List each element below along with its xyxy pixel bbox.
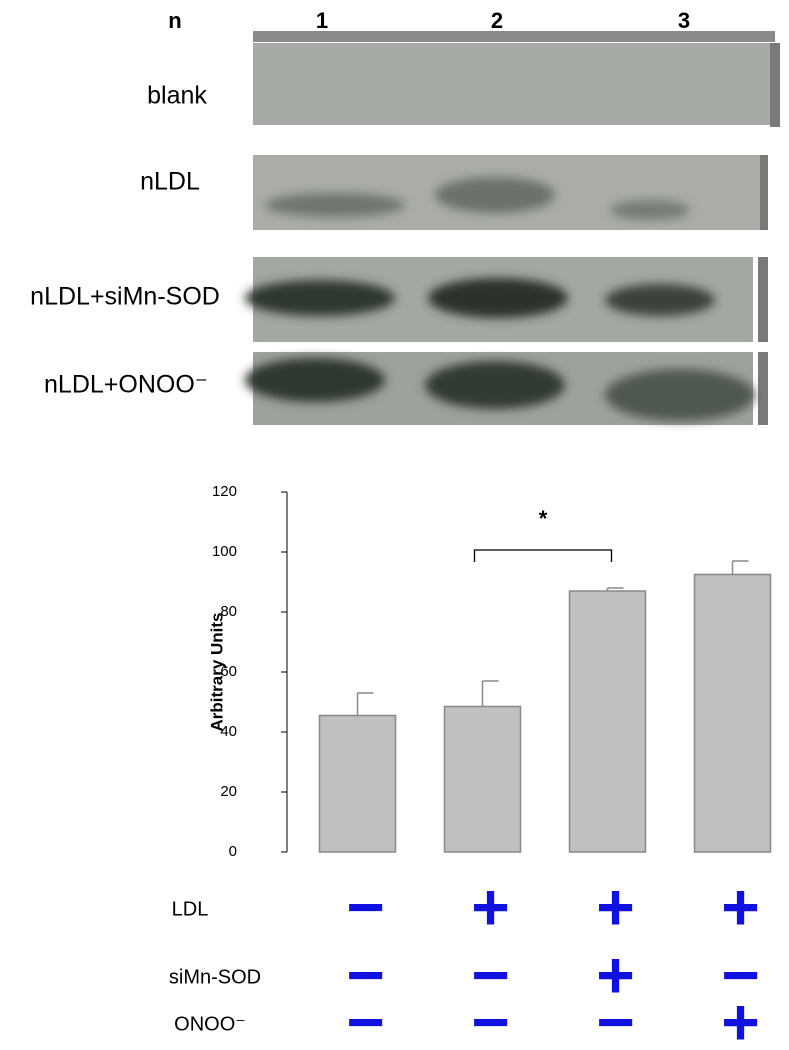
error-bar — [356, 692, 374, 716]
blot-edge — [770, 43, 780, 127]
lane-header: n — [168, 8, 181, 33]
y-tick-label: 120 — [212, 483, 237, 500]
blot-band — [435, 177, 555, 213]
y-tick-label: 100 — [212, 543, 237, 560]
blot-band — [245, 358, 385, 402]
treatment-sign: + — [471, 869, 510, 943]
treatment-sign: − — [346, 869, 385, 943]
blot-band — [265, 193, 405, 217]
treatment-sign: + — [596, 937, 635, 1011]
treatment-sign: − — [346, 984, 385, 1050]
treatment-sign: + — [721, 869, 760, 943]
lane-number: 1 — [316, 8, 328, 33]
y-axis-label: Arbitrary Units — [207, 612, 226, 731]
blot-band — [605, 284, 715, 316]
blot-strip — [253, 43, 770, 125]
significance-bracket — [473, 549, 613, 562]
bar — [318, 714, 397, 853]
error-bar — [481, 680, 499, 707]
treatment-sign: − — [596, 984, 635, 1050]
blot-row-label: nLDL+ONOO⁻ — [44, 371, 208, 399]
treatment-sign: − — [471, 937, 510, 1011]
blot-header-bar — [253, 31, 775, 42]
treatment-label: siMn-SOD — [169, 966, 261, 988]
blot-edge — [758, 257, 768, 342]
blot-band — [425, 361, 565, 409]
blot-row-label: blank — [147, 82, 207, 110]
error-bar — [606, 587, 624, 591]
western-blot: n 1 2 3 blank nLDL nLDL+siMn-SOD nLDL+ON… — [30, 8, 780, 425]
blot-band — [245, 280, 395, 316]
treatment-sign: + — [596, 869, 635, 943]
blot-band — [605, 369, 755, 421]
lane-number: 3 — [678, 8, 690, 33]
treatment-sign: − — [346, 937, 385, 1011]
blot-edge — [760, 155, 768, 230]
treatment-sign: − — [721, 937, 760, 1011]
treatment-label: LDL — [172, 898, 209, 920]
bar-chart: Arbitrary Units 0 20 40 60 80 100 120 * — [207, 483, 772, 860]
bar — [693, 573, 772, 853]
blot-band — [428, 278, 568, 318]
treatment-label: ONOO⁻ — [174, 1013, 246, 1035]
blot-band — [610, 200, 690, 220]
y-tick-label: 80 — [220, 603, 237, 620]
y-tick-label: 40 — [220, 723, 237, 740]
lane-number: 2 — [491, 8, 503, 33]
bar — [443, 705, 522, 853]
significance-marker: * — [539, 506, 548, 531]
y-tick-label: 20 — [220, 783, 237, 800]
treatment-sign: + — [721, 984, 760, 1050]
blot-row-label: nLDL — [140, 168, 200, 196]
error-bar — [731, 560, 749, 575]
treatment-sign: − — [471, 984, 510, 1050]
y-tick-label: 0 — [229, 843, 237, 860]
bar — [568, 590, 647, 853]
y-tick-label: 60 — [220, 663, 237, 680]
blot-row-label: nLDL+siMn-SOD — [30, 283, 220, 311]
blot-edge — [758, 352, 768, 425]
treatment-table: LDL − + + +siMn-SOD − − + −ONOO⁻ − − − + — [169, 869, 760, 1050]
